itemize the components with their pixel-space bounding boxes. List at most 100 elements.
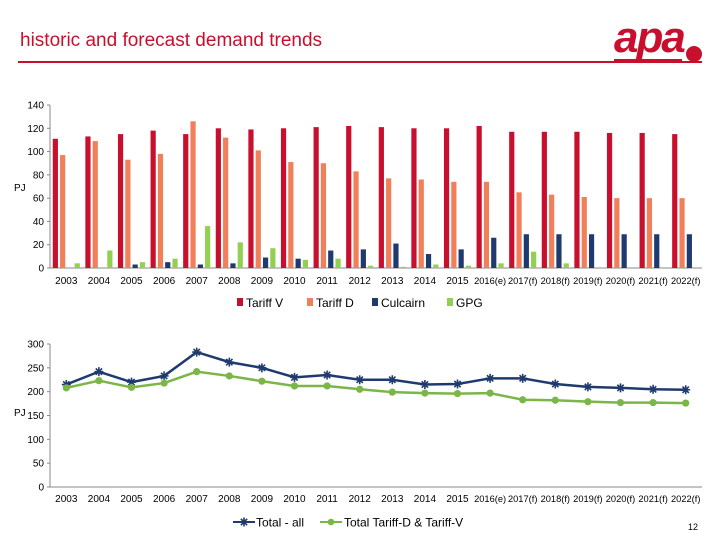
bar-culcairn bbox=[491, 237, 497, 268]
legend-label: Tariff D bbox=[316, 296, 354, 310]
legend-label: Culcairn bbox=[381, 296, 425, 310]
legend-label: GPG bbox=[456, 296, 483, 310]
page-title: historic and forecast demand trends bbox=[20, 30, 323, 51]
point-total-all bbox=[583, 382, 593, 392]
point-total-tariff-d-tariff-v bbox=[519, 396, 527, 404]
point-total-all bbox=[290, 372, 299, 382]
line-y-tick-label: 0 bbox=[38, 483, 44, 494]
bar-tariff-v bbox=[117, 134, 124, 268]
bar-culcairn bbox=[588, 234, 595, 268]
point-total-tariff-d-tariff-v bbox=[421, 389, 429, 397]
bar-tariff-v bbox=[509, 131, 515, 268]
apa-logo-icon: apa bbox=[614, 14, 702, 62]
bar-tariff-d bbox=[223, 137, 229, 268]
legend-label: Tariff V bbox=[246, 296, 283, 310]
line-y-axis-label: PJ bbox=[14, 408, 26, 419]
bar-x-tick-label: 2010 bbox=[283, 276, 306, 287]
bar-culcairn bbox=[295, 258, 301, 268]
line-x-tick-label: 2015 bbox=[446, 494, 469, 505]
point-total-all bbox=[616, 383, 625, 393]
bar-tariff-d bbox=[646, 198, 653, 268]
logo-wordmark: apa bbox=[614, 14, 685, 62]
bar-culcairn bbox=[523, 234, 529, 268]
point-total-tariff-d-tariff-v bbox=[193, 368, 201, 376]
bar-x-tick-label: 2022(f) bbox=[671, 276, 700, 286]
point-total-tariff-d-tariff-v bbox=[453, 389, 462, 398]
line-x-tick-label: 2012 bbox=[349, 494, 372, 505]
bar-tariff-v bbox=[85, 136, 91, 268]
bar-culcairn bbox=[654, 234, 660, 268]
bar-culcairn bbox=[393, 243, 399, 268]
bar-x-tick-label: 2005 bbox=[120, 276, 143, 287]
bar-culcairn bbox=[686, 234, 692, 268]
line-x-tick-label: 2008 bbox=[218, 494, 241, 505]
bar-tariff-v bbox=[346, 125, 352, 268]
point-total-all bbox=[355, 375, 365, 385]
point-total-all bbox=[387, 375, 397, 385]
point-total-tariff-d-tariff-v bbox=[95, 377, 103, 385]
line-x-tick-label: 2010 bbox=[283, 494, 306, 505]
point-total-tariff-d-tariff-v bbox=[356, 385, 364, 393]
page-number: 12 bbox=[688, 522, 699, 532]
point-total-all bbox=[192, 347, 202, 357]
point-total-tariff-d-tariff-v bbox=[127, 383, 136, 391]
line-x-tick-label: 2006 bbox=[153, 494, 176, 505]
title-divider bbox=[18, 61, 702, 63]
point-total-tariff-d-tariff-v bbox=[225, 372, 233, 380]
point-total-all bbox=[420, 380, 430, 390]
bar-gpg bbox=[237, 242, 243, 268]
bar-gpg bbox=[335, 258, 341, 268]
bar-y-tick-label: 80 bbox=[33, 170, 45, 181]
bar-y-tick-label: 40 bbox=[33, 217, 45, 228]
line-x-tick-label: 2005 bbox=[120, 494, 143, 505]
bar-tariff-d bbox=[614, 198, 620, 268]
point-total-all bbox=[648, 384, 658, 394]
legend-marker-total-tariff-d-tariff-v bbox=[327, 518, 335, 526]
bar-tariff-d bbox=[92, 141, 98, 268]
bar-y-tick-label: 140 bbox=[27, 101, 44, 112]
legend-label: Total Tariff-D & Tariff-V bbox=[344, 516, 463, 530]
bar-tariff-d bbox=[483, 181, 490, 268]
bar-culcairn bbox=[360, 249, 366, 268]
point-total-all bbox=[159, 371, 169, 381]
bar-tariff-d bbox=[353, 171, 359, 268]
bar-tariff-v bbox=[541, 131, 547, 268]
bar-tariff-v bbox=[248, 129, 254, 268]
point-total-tariff-d-tariff-v bbox=[160, 379, 168, 387]
legend-marker-total-all bbox=[239, 517, 249, 527]
line-x-tick-label: 2017(f) bbox=[508, 494, 537, 504]
bar-x-tick-label: 2015 bbox=[446, 276, 469, 287]
bar-y-axis-label: PJ bbox=[14, 183, 26, 194]
legend-swatch-culcairn bbox=[372, 298, 378, 306]
legend-swatch-tariff-v bbox=[237, 298, 243, 306]
point-total-all bbox=[224, 357, 234, 367]
bar-tariff-v bbox=[150, 130, 156, 268]
point-total-tariff-d-tariff-v bbox=[584, 398, 592, 406]
line-x-tick-label: 2011 bbox=[316, 494, 338, 505]
bar-culcairn bbox=[197, 264, 203, 268]
bar-tariff-d bbox=[190, 121, 196, 268]
line-x-tick-label: 2013 bbox=[381, 494, 404, 505]
bar-gpg bbox=[205, 226, 211, 268]
bar-x-tick-label: 2004 bbox=[88, 276, 111, 287]
bar-culcairn bbox=[425, 254, 432, 268]
bar-culcairn bbox=[165, 262, 171, 268]
line-x-tick-label: 2007 bbox=[186, 494, 209, 505]
bar-x-tick-label: 2017(f) bbox=[508, 276, 537, 286]
bar-tariff-v bbox=[378, 127, 384, 268]
point-total-all bbox=[681, 385, 691, 395]
line-x-tick-label: 2021(f) bbox=[638, 494, 667, 504]
point-total-all bbox=[453, 379, 462, 389]
line-x-tick-label: 2020(f) bbox=[606, 494, 635, 504]
point-total-tariff-d-tariff-v bbox=[486, 389, 494, 397]
bar-tariff-v bbox=[443, 128, 450, 268]
bar-tariff-d bbox=[679, 198, 685, 268]
bar-gpg bbox=[531, 251, 537, 268]
bar-x-tick-label: 2003 bbox=[55, 276, 78, 287]
bar-gpg bbox=[74, 263, 80, 268]
bar-tariff-d bbox=[451, 181, 457, 268]
bar-y-tick-label: 100 bbox=[27, 147, 44, 158]
line-y-tick-label: 100 bbox=[27, 435, 44, 446]
bar-x-tick-label: 2019(f) bbox=[573, 276, 602, 286]
